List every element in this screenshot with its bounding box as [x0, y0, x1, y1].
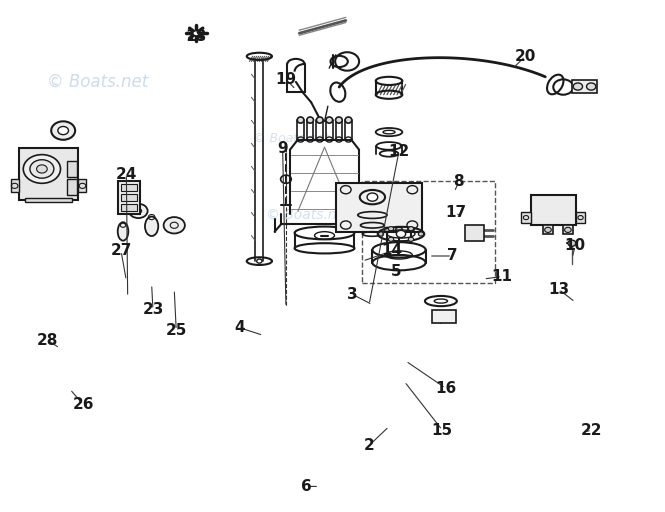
Ellipse shape	[317, 117, 323, 123]
Ellipse shape	[384, 227, 390, 231]
Circle shape	[129, 204, 148, 218]
Text: 14: 14	[382, 243, 403, 259]
Text: 27: 27	[110, 243, 132, 259]
Bar	[572, 80, 597, 93]
Text: 3: 3	[347, 287, 358, 302]
Text: 10: 10	[565, 238, 586, 253]
Text: 18: 18	[186, 29, 207, 45]
Bar	[121, 194, 137, 201]
Text: 4: 4	[234, 320, 245, 335]
Bar	[19, 148, 78, 200]
Text: © Boats.net: © Boats.net	[47, 73, 148, 91]
Bar	[531, 195, 576, 225]
Bar	[521, 212, 531, 223]
Text: 22: 22	[581, 422, 602, 438]
Circle shape	[388, 237, 394, 241]
Ellipse shape	[297, 117, 304, 123]
Text: © Boats.net: © Boats.net	[266, 208, 350, 222]
Bar	[25, 198, 72, 202]
Circle shape	[568, 240, 576, 246]
Bar	[66, 179, 77, 195]
Text: 23: 23	[142, 302, 164, 317]
Circle shape	[587, 83, 596, 90]
Ellipse shape	[326, 117, 332, 123]
Bar	[362, 181, 495, 283]
Bar	[121, 204, 137, 211]
Text: 19: 19	[275, 72, 297, 87]
Bar	[336, 183, 422, 231]
Text: 2: 2	[364, 438, 374, 453]
Bar	[66, 161, 77, 177]
Ellipse shape	[145, 217, 158, 236]
Bar	[576, 212, 585, 223]
Bar	[543, 225, 553, 234]
Bar	[121, 184, 137, 191]
Circle shape	[23, 155, 61, 183]
Circle shape	[58, 126, 68, 135]
Bar	[11, 179, 19, 192]
Bar	[563, 225, 573, 234]
Text: 8: 8	[454, 174, 464, 189]
Text: © Boats.net: © Boats.net	[253, 132, 329, 145]
Circle shape	[396, 230, 406, 238]
Circle shape	[573, 83, 583, 90]
Text: 28: 28	[37, 333, 59, 348]
Circle shape	[545, 227, 551, 232]
Circle shape	[193, 31, 200, 36]
Text: 13: 13	[548, 282, 569, 297]
Circle shape	[408, 237, 414, 241]
Text: 16: 16	[435, 380, 456, 396]
Circle shape	[37, 165, 47, 173]
Ellipse shape	[345, 117, 352, 123]
Circle shape	[367, 193, 378, 201]
Circle shape	[135, 208, 142, 214]
Ellipse shape	[396, 227, 402, 231]
Text: 12: 12	[388, 143, 410, 159]
Text: 26: 26	[72, 397, 94, 412]
Ellipse shape	[336, 117, 342, 123]
Bar	[118, 181, 140, 214]
Circle shape	[418, 232, 424, 236]
Text: 15: 15	[432, 422, 453, 438]
Text: 11: 11	[491, 269, 513, 284]
Bar	[465, 225, 484, 241]
Text: 9: 9	[277, 141, 288, 156]
Circle shape	[164, 217, 185, 233]
Text: 5: 5	[390, 264, 401, 279]
Ellipse shape	[307, 117, 313, 123]
Text: 17: 17	[445, 205, 466, 220]
Circle shape	[51, 121, 75, 140]
Circle shape	[30, 160, 54, 178]
Bar	[78, 179, 86, 192]
Text: 24: 24	[116, 166, 137, 182]
Text: 7: 7	[447, 248, 458, 264]
Text: 6: 6	[301, 479, 311, 494]
Circle shape	[257, 259, 262, 263]
Text: 20: 20	[515, 49, 536, 64]
Ellipse shape	[118, 222, 128, 241]
Circle shape	[378, 232, 384, 236]
Circle shape	[388, 227, 394, 231]
Bar	[432, 310, 456, 323]
Ellipse shape	[408, 227, 414, 231]
Circle shape	[408, 227, 414, 231]
Circle shape	[565, 227, 571, 232]
Text: 25: 25	[166, 323, 187, 338]
